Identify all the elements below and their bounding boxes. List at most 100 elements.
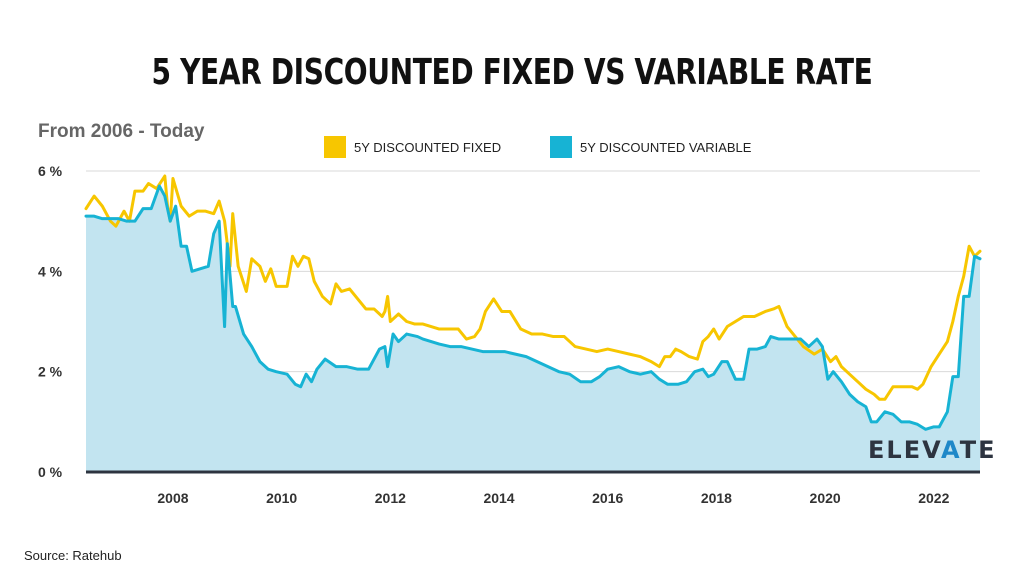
fixed-rate-point	[658, 365, 660, 367]
variable-rate-point	[558, 370, 560, 372]
fixed-rate-point	[335, 283, 337, 285]
variable-rate-point	[973, 255, 975, 257]
logo-text-accent: A	[941, 436, 960, 464]
variable-rate-point	[884, 411, 886, 413]
variable-rate-point	[908, 421, 910, 423]
variable-rate-point	[702, 368, 704, 370]
variable-rate-point	[386, 365, 388, 367]
fixed-rate-point	[302, 255, 304, 257]
fixed-rate-point	[245, 290, 247, 292]
variable-rate-point	[628, 370, 630, 372]
variable-rate-point	[482, 350, 484, 352]
fixed-rate-point	[911, 386, 913, 388]
variable-rate-point	[207, 265, 209, 267]
variable-rate-point	[438, 343, 440, 345]
variable-rate-point	[568, 373, 570, 375]
fixed-rate-point	[449, 328, 451, 330]
variable-rate-point	[316, 368, 318, 370]
fixed-rate-point	[664, 355, 666, 357]
fixed-rate-point	[946, 340, 948, 342]
fixed-rate-point	[297, 265, 299, 267]
variable-rate-line	[84, 184, 982, 431]
variable-rate-point	[525, 355, 527, 357]
variable-rate-point	[286, 373, 288, 375]
variable-rate-point	[449, 345, 451, 347]
fixed-rate-point	[574, 345, 576, 347]
fixed-rate-point	[938, 353, 940, 355]
fixed-rate-point	[381, 315, 383, 317]
fixed-rate-point	[628, 353, 630, 355]
variable-rate-point	[226, 243, 228, 245]
fixed-rate-point	[617, 350, 619, 352]
logo-text-end: TE	[959, 436, 997, 464]
variable-rate-point	[164, 195, 166, 197]
fixed-rate-point	[264, 280, 266, 282]
fixed-rate-point	[213, 212, 215, 214]
variable-rate-point	[962, 295, 964, 297]
fixed-rate-point	[688, 355, 690, 357]
variable-rate-point	[126, 220, 128, 222]
variable-rate-point	[305, 373, 307, 375]
variable-rate-point	[726, 360, 728, 362]
variable-rate-point	[242, 333, 244, 335]
variable-rate-point	[384, 345, 386, 347]
variable-rate-point	[778, 338, 780, 340]
fixed-rate-point	[340, 290, 342, 292]
variable-rate-point	[335, 365, 337, 367]
elevate-logo: ELEVATE	[868, 436, 997, 464]
legend-swatch-fixed	[324, 136, 346, 158]
variable-rate-point	[799, 338, 801, 340]
fixed-rate-point	[702, 340, 704, 342]
fixed-rate-point	[922, 383, 924, 385]
x-tick-label: 2014	[483, 490, 514, 506]
variable-rate-point	[650, 370, 652, 372]
variable-rate-point	[150, 207, 152, 209]
fixed-rate-point	[530, 333, 532, 335]
fixed-rate-point	[465, 338, 467, 340]
variable-rate-point	[748, 348, 750, 350]
fixed-rate-point	[835, 355, 837, 357]
fixed-rate-point	[172, 177, 174, 179]
fixed-rate-point	[329, 303, 331, 305]
variable-rate-point	[158, 185, 160, 187]
fixed-rate-point	[892, 386, 894, 388]
variable-rate-point	[213, 233, 215, 235]
fixed-rate-point	[541, 333, 543, 335]
variable-rate-point	[267, 368, 269, 370]
variable-rate-point	[742, 378, 744, 380]
variable-rate-point	[916, 423, 918, 425]
variable-rate-point	[590, 381, 592, 383]
variable-rate-point	[857, 401, 859, 403]
variable-rate-point	[85, 215, 87, 217]
variable-rate-point	[294, 383, 296, 385]
fixed-rate-point	[373, 308, 375, 310]
fixed-rate-point	[952, 320, 954, 322]
fixed-rate-point	[596, 350, 598, 352]
fixed-rate-point	[878, 398, 880, 400]
fixed-rate-point	[85, 207, 87, 209]
variable-rate-point	[840, 381, 842, 383]
fixed-rate-point	[979, 250, 981, 252]
fixed-rate-point	[669, 355, 671, 357]
variable-rate-point	[848, 393, 850, 395]
fixed-rate-point	[321, 295, 323, 297]
legend-item-variable: 5Y DISCOUNTED VARIABLE	[550, 136, 751, 158]
variable-area-fill	[86, 186, 980, 473]
fixed-rate-point	[492, 298, 494, 300]
fixed-rate-point	[147, 182, 149, 184]
variable-rate-point	[471, 348, 473, 350]
fixed-rate-point	[509, 310, 511, 312]
fixed-rate-point	[275, 285, 277, 287]
fixed-rate-point	[848, 373, 850, 375]
variable-rate-point	[734, 378, 736, 380]
variable-rate-point	[946, 411, 948, 413]
legend-item-fixed: 5Y DISCOUNTED FIXED	[324, 136, 501, 158]
variable-rate-point	[598, 375, 600, 377]
x-tick-label: 2022	[918, 490, 949, 506]
variable-rate-point	[579, 381, 581, 383]
fixed-rate-point	[348, 288, 350, 290]
fixed-rate-point	[218, 200, 220, 202]
source-note: Source: Ratehub	[24, 548, 122, 563]
variable-rate-point	[416, 335, 418, 337]
